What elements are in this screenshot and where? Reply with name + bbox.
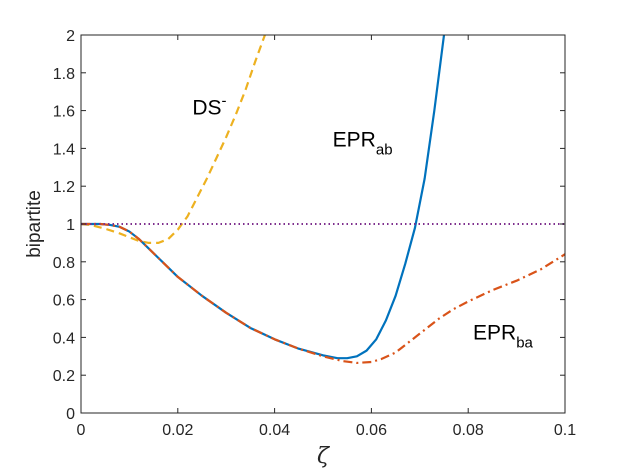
annotation-subscript: ab	[376, 142, 393, 159]
y-tick-label: 0	[66, 406, 75, 423]
annotation-text: EPR	[333, 129, 376, 152]
y-tick-label: 1	[66, 217, 75, 234]
annotation-subscript: ba	[516, 334, 533, 351]
series-layer	[81, 35, 565, 365]
annotation-eprab: EPRab	[333, 129, 393, 159]
y-tick-label: 0.8	[53, 255, 75, 272]
x-tick-label: 0.1	[554, 422, 576, 439]
annotation-eprba: EPRba	[473, 321, 534, 351]
y-tick-label: 2	[66, 28, 75, 45]
y-tick-label: 0.6	[53, 293, 75, 310]
y-tick-label: 0.4	[53, 330, 75, 347]
x-tick-label: 0.02	[162, 422, 193, 439]
annotation-superscript: -	[222, 92, 227, 109]
series-ds	[81, 35, 266, 244]
y-tick-label: 1.6	[53, 104, 75, 121]
x-tick-label: 0	[77, 422, 86, 439]
x-axis-label: ζ	[317, 444, 331, 469]
ticks-layer: 0 0.02 0.04 0.06 0.08 0.1 0 0.2 0.4 0.6 0.8 1 1.2 1.4…	[53, 28, 576, 439]
annotation-text: EPR	[473, 321, 516, 344]
series-epr-ab	[81, 35, 446, 360]
series-epr-ba	[81, 222, 565, 365]
y-tick-label: 0.2	[53, 368, 75, 385]
annotation-ds: DS-	[192, 92, 226, 119]
y-tick-label: 1.8	[53, 66, 75, 83]
y-tick-label: 1.4	[53, 141, 75, 158]
y-axis-label: bipartite	[24, 190, 45, 258]
y-tick-label: 1.2	[53, 179, 75, 196]
plot-area	[81, 35, 565, 413]
x-tick-label: 0.04	[259, 422, 290, 439]
x-tick-label: 0.06	[356, 422, 387, 439]
x-tick-label: 0.08	[453, 422, 484, 439]
annotation-text: DS	[192, 96, 221, 119]
